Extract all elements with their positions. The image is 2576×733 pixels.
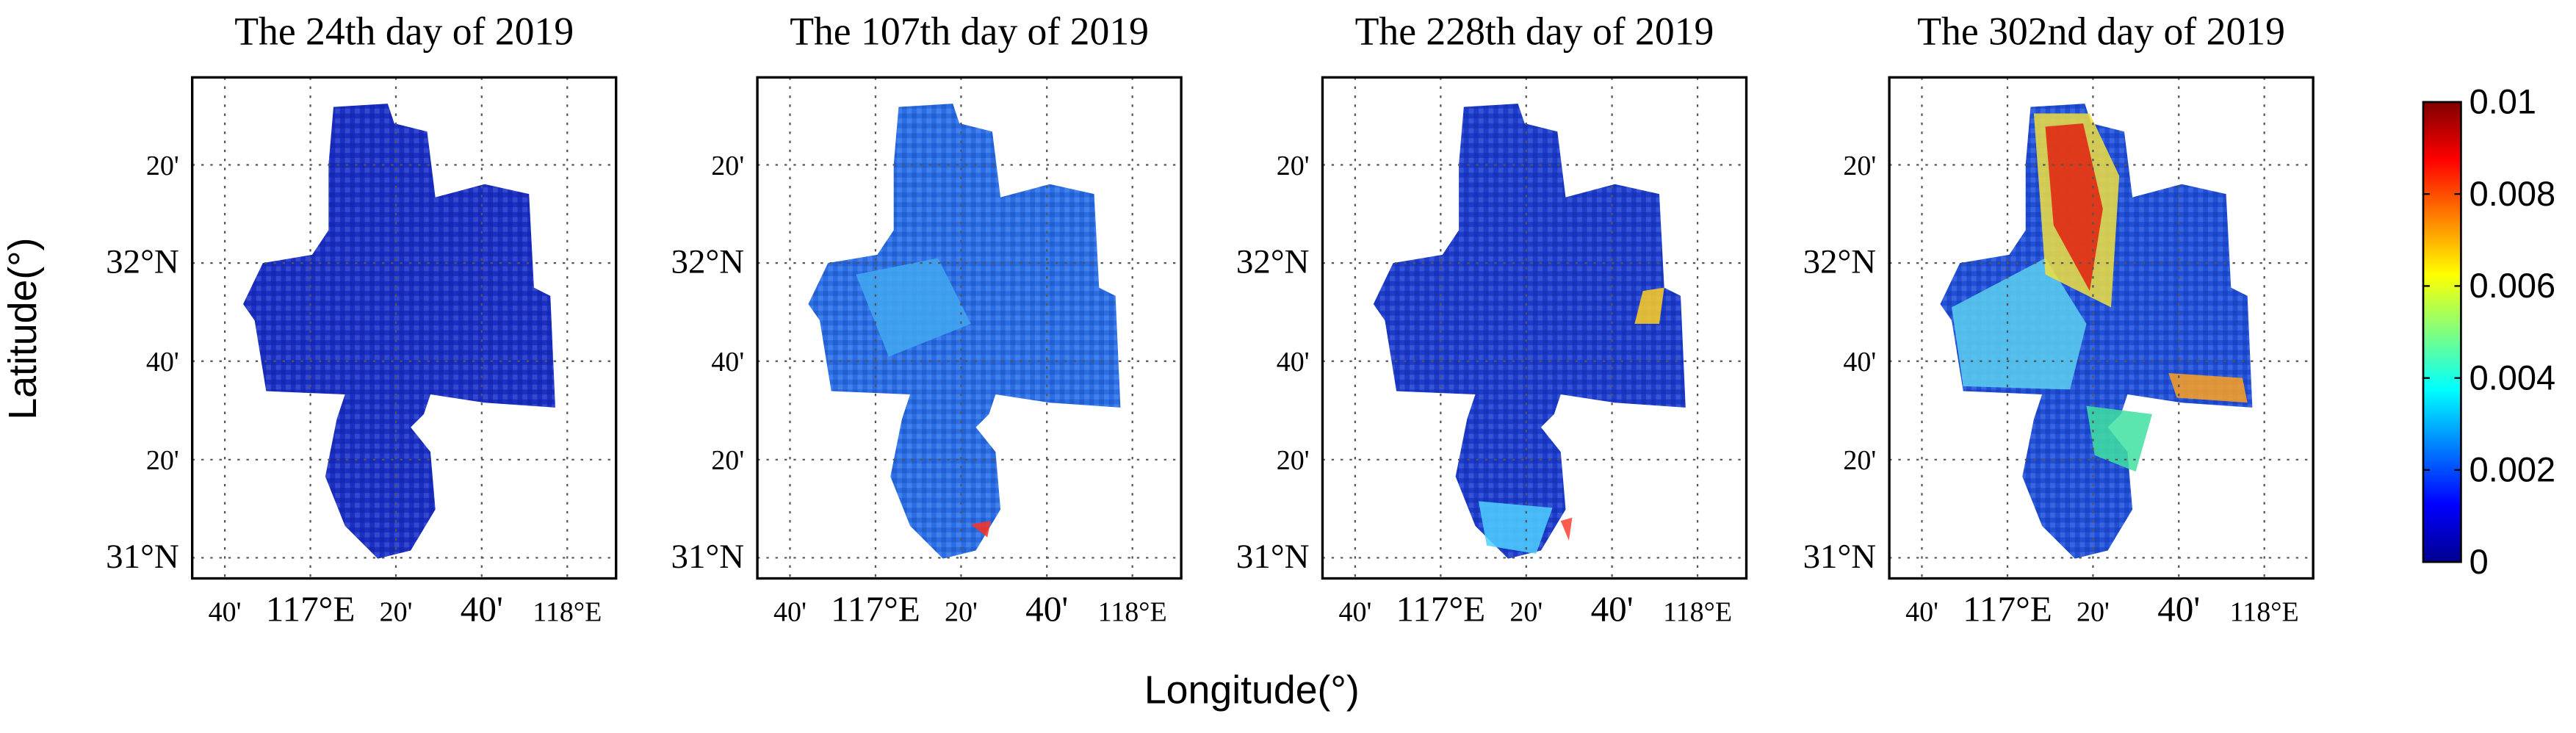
y-tick-label: 20': [1843, 151, 1876, 181]
x-tick-label: 20': [2077, 597, 2110, 628]
panel-title: The 228th day of 2019: [1355, 10, 1714, 54]
x-tick-label: 118°E: [1098, 597, 1167, 628]
region-texture: [808, 104, 1121, 559]
x-tick-label: 118°E: [533, 597, 602, 628]
y-tick-label: 20': [1277, 151, 1310, 181]
x-tick-label: 117°E: [266, 589, 356, 629]
value-patch: [970, 521, 991, 538]
x-tick-label: 117°E: [1963, 589, 2052, 629]
map-frame: [1321, 76, 1748, 580]
panel-title: The 24th day of 2019: [234, 10, 574, 54]
x-tick-label: 117°E: [1396, 589, 1486, 629]
map-frame: [1888, 76, 2315, 580]
region-texture: [1373, 104, 1686, 559]
map-frame: [756, 76, 1183, 580]
y-tick-label: 20': [146, 151, 179, 181]
map-frame: [191, 76, 618, 580]
value-patch: [2168, 372, 2248, 403]
x-tick-label: 40': [1591, 589, 1634, 629]
x-tick-label: 40': [773, 597, 807, 628]
y-tick-label: 20': [1843, 445, 1876, 476]
y-tick-label: 40': [1843, 347, 1876, 378]
colorbar-tick-label: 0: [2469, 542, 2489, 581]
x-tick-label: 20': [1509, 597, 1543, 628]
x-tick-label: 40': [209, 597, 242, 628]
y-tick-label: 40': [146, 347, 179, 378]
y-tick-label: 20': [711, 445, 744, 476]
y-tick-label: 32°N: [1236, 243, 1310, 281]
y-tick-label: 32°N: [1803, 243, 1877, 281]
x-tick-label: 40': [461, 589, 503, 629]
region-texture: [243, 104, 555, 559]
colorbar: [2422, 101, 2462, 563]
x-tick-label: 118°E: [2230, 597, 2299, 628]
x-tick-label: 40': [1025, 589, 1068, 629]
y-axis-label: Latitude(°): [1, 237, 45, 419]
colorbar-tick-label: 0.004: [2469, 358, 2556, 397]
value-patch: [1634, 287, 1664, 324]
y-tick-label: 40': [711, 347, 744, 378]
region-texture: [1940, 104, 2253, 559]
x-tick-label: 118°E: [1663, 597, 1732, 628]
value-patch: [2086, 405, 2152, 472]
y-tick-label: 20': [711, 151, 744, 181]
y-tick-label: 31°N: [1803, 538, 1877, 576]
y-tick-label: 31°N: [1236, 538, 1310, 576]
value-patch: [1478, 501, 1553, 554]
y-tick-label: 31°N: [106, 538, 179, 576]
x-tick-label: 20': [380, 597, 413, 628]
value-patch: [1952, 258, 2087, 390]
x-tick-label: 40': [1905, 597, 1938, 628]
y-tick-label: 40': [1277, 347, 1310, 378]
colorbar-tick-label: 0.006: [2469, 266, 2556, 305]
value-patch: [1560, 517, 1573, 541]
x-tick-label: 20': [945, 597, 978, 628]
x-axis-label: Longitude(°): [1144, 668, 1360, 712]
y-tick-label: 32°N: [106, 243, 179, 281]
colorbar-tick-label: 0.002: [2469, 450, 2556, 489]
panel-title: The 107th day of 2019: [790, 10, 1149, 54]
y-tick-label: 31°N: [671, 538, 745, 576]
x-tick-label: 40': [1338, 597, 1371, 628]
panel-title: The 302nd day of 2019: [1917, 10, 2285, 54]
colorbar-tick-label: 0.01: [2469, 82, 2536, 121]
x-tick-label: 40': [2157, 589, 2200, 629]
colorbar-tick-label: 0.008: [2469, 174, 2556, 213]
y-tick-label: 32°N: [671, 243, 745, 281]
value-patch: [856, 258, 971, 357]
y-tick-label: 20': [146, 445, 179, 476]
x-tick-label: 117°E: [831, 589, 920, 629]
y-tick-label: 20': [1277, 445, 1310, 476]
